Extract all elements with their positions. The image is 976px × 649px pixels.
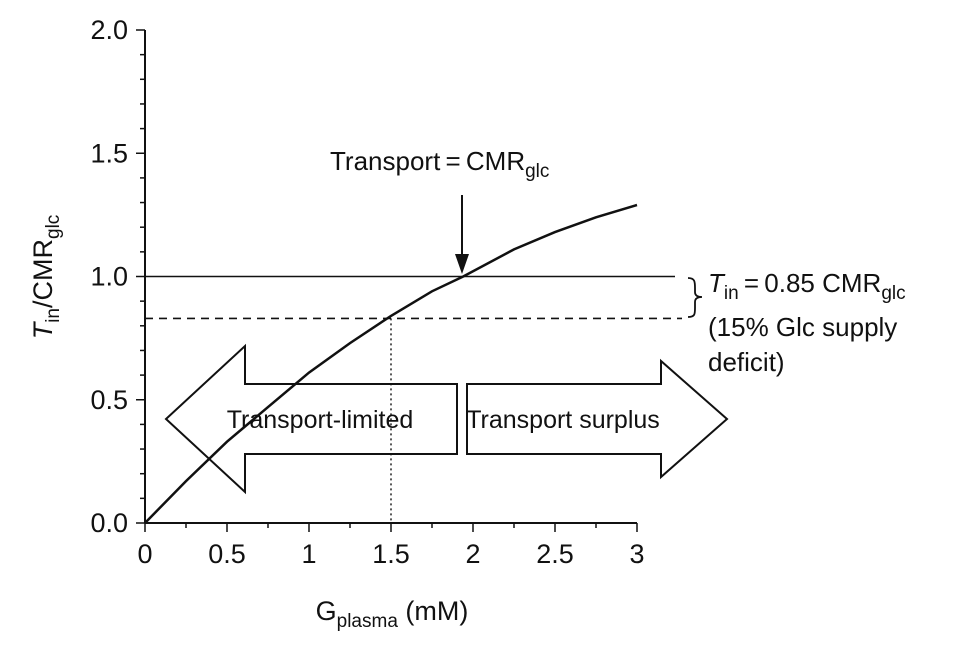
y-tick-label: 1.0 [90, 262, 128, 292]
tick-labels: 0 0.5 1 1.5 2 2.5 3 0.0 0.5 1.0 1.5 2.0 [90, 15, 644, 569]
x-axis-title: Gplasma (mM) [316, 596, 469, 632]
deficit-annotation-line1: (15% Glc supply [708, 312, 897, 342]
y-tick-label: 0.0 [90, 508, 128, 538]
x-tick-label: 1.5 [372, 539, 410, 569]
x-tick-label: 2 [465, 539, 480, 569]
transport-equals-annotation: Transport = CMRglc [330, 146, 549, 182]
y-tick-label: 0.5 [90, 385, 128, 415]
x-tick-label: 3 [629, 539, 644, 569]
x-tick-label: 0 [137, 539, 152, 569]
y-tick-label: 2.0 [90, 15, 128, 45]
transport-arrow-head [455, 254, 469, 274]
series-line [144, 203, 638, 524]
x-tick-label: 0.5 [208, 539, 246, 569]
transport-limited-arrow [164, 343, 458, 495]
tin-annotation: Tin = 0.85 CMRglc [708, 268, 906, 304]
y-axis-title: Tin/CMRglc [28, 215, 64, 340]
transport-limited-label: Transport-limited [227, 406, 414, 434]
axis-ticks [136, 29, 638, 532]
deficit-annotation-line2: deficit) [708, 347, 785, 377]
brace [687, 277, 703, 318]
x-tick-label: 1 [301, 539, 316, 569]
transport-surplus-arrow [466, 358, 729, 480]
x-tick-label: 2.5 [536, 539, 574, 569]
transport-surplus-label: Transport surplus [466, 406, 660, 434]
y-tick-label: 1.5 [90, 138, 128, 168]
